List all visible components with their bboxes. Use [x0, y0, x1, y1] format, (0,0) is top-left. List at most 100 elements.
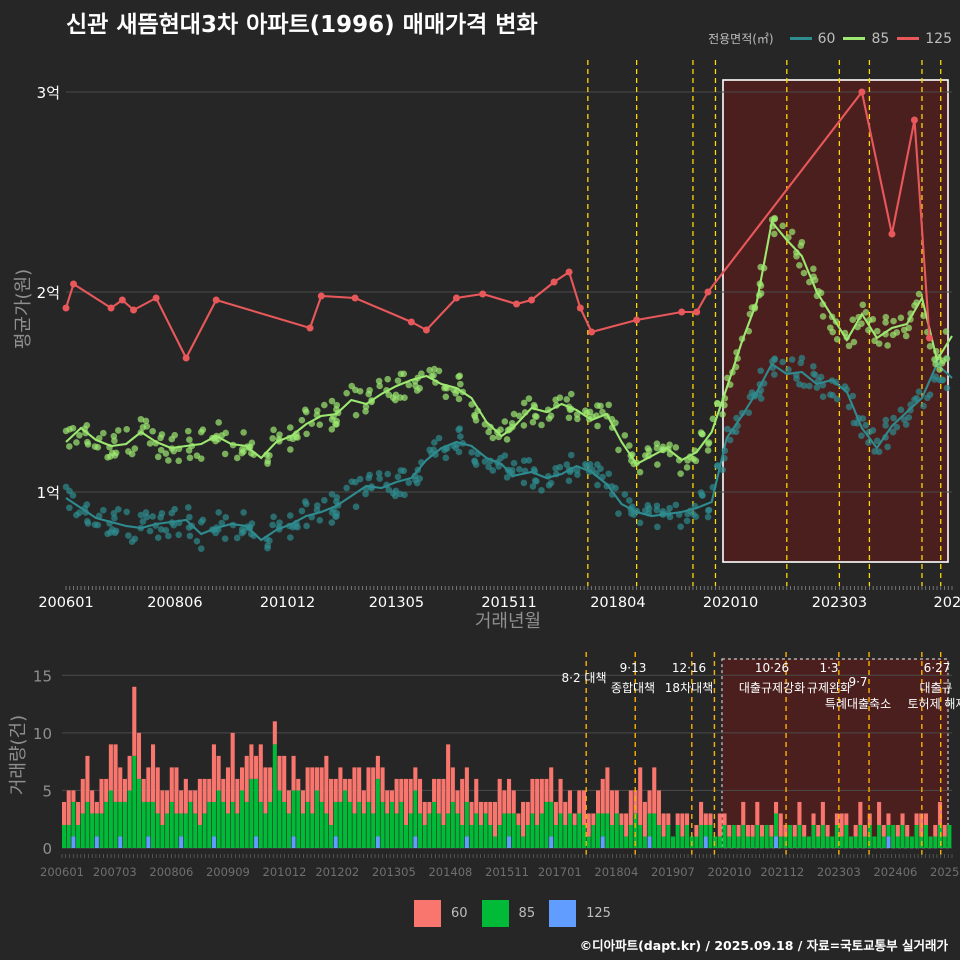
- legend-bottom-item-85: 85: [481, 900, 535, 927]
- volume-bar-85: [183, 813, 188, 848]
- scatter-point: [810, 363, 817, 370]
- volume-bar-85: [169, 801, 174, 848]
- scatter-point: [316, 517, 324, 524]
- scatter-point: [510, 459, 518, 467]
- volume-bar-60: [933, 824, 938, 837]
- volume-bar-60: [666, 813, 671, 825]
- volume-bar-60: [652, 767, 657, 814]
- scatter-point: [533, 478, 540, 485]
- volume-bar-60: [66, 790, 71, 825]
- scatter-point: [197, 455, 205, 462]
- scatter-point: [902, 332, 910, 340]
- volume-bar-85: [731, 824, 736, 848]
- volume-bar-85: [656, 824, 661, 848]
- volume-bar-85: [235, 813, 240, 848]
- volume-bar-85: [549, 801, 554, 837]
- series-point-125: [565, 268, 573, 276]
- scatter-point: [788, 228, 796, 236]
- scatter-point: [625, 442, 633, 449]
- volume-bar-85: [174, 813, 179, 848]
- scatter-point: [248, 439, 256, 447]
- volume-bar-60: [535, 778, 540, 825]
- volume-bar-85: [310, 813, 315, 848]
- volume-bar-60: [877, 801, 882, 825]
- scatter-point: [525, 395, 533, 402]
- volume-bar-60: [530, 778, 535, 814]
- volume-x-tick-label: 201907: [651, 865, 695, 879]
- page-title: 신관 새뜸현대3차 아파트(1996) 매매가격 변화: [66, 12, 538, 38]
- volume-bar-85: [638, 824, 643, 848]
- scatter-point: [501, 452, 509, 459]
- volume-bar-60: [886, 813, 891, 825]
- volume-bar-125: [94, 836, 99, 848]
- scatter-point: [568, 390, 575, 398]
- volume-bar-60: [614, 790, 619, 814]
- scatter-point: [672, 444, 680, 451]
- scatter-point: [653, 440, 661, 447]
- scatter-point: [850, 419, 858, 427]
- x-tick-label: 201305: [369, 595, 424, 611]
- scatter-point: [719, 466, 726, 474]
- legend-bottom-item-125: 125: [549, 900, 611, 927]
- volume-bar-85: [788, 824, 793, 848]
- scatter-point: [757, 395, 765, 402]
- policy-annotation-date: 9·13: [620, 661, 647, 675]
- volume-bar-60: [324, 755, 329, 814]
- volume-bar-85: [179, 813, 184, 837]
- volume-bar-60: [905, 824, 910, 837]
- scatter-point: [529, 483, 537, 490]
- volume-bar-85: [881, 836, 886, 848]
- volume-bar-60: [422, 801, 427, 825]
- scatter-point: [547, 412, 555, 420]
- volume-bar-60: [188, 790, 193, 802]
- volume-x-tick-label: 201511: [485, 865, 529, 879]
- scatter-point: [530, 401, 538, 409]
- scatter-point: [672, 501, 680, 509]
- volume-bar-85: [923, 824, 928, 848]
- volume-bar-60: [99, 778, 104, 814]
- volume-bar-85: [844, 824, 849, 848]
- volume-bar-60: [610, 790, 615, 825]
- series-point-125: [452, 294, 460, 302]
- volume-bar-60: [572, 813, 577, 825]
- scatter-point: [457, 433, 464, 440]
- volume-bar-85: [118, 801, 123, 837]
- scatter-point: [365, 390, 373, 398]
- scatter-point: [375, 469, 383, 477]
- scatter-point: [704, 513, 712, 521]
- scatter-point: [154, 453, 162, 461]
- scatter-point: [924, 394, 931, 402]
- scatter-point: [137, 415, 145, 423]
- scatter-point: [125, 448, 132, 455]
- volume-bar-60: [76, 801, 81, 825]
- x-tick-label: 200601: [38, 595, 93, 611]
- volume-bar-85: [324, 813, 329, 848]
- volume-bar-60: [497, 778, 502, 825]
- volume-bar-85: [553, 824, 558, 848]
- volume-x-tick-label: 200601: [40, 865, 84, 879]
- volume-bar-60: [291, 755, 296, 791]
- volume-bar-85: [450, 801, 455, 848]
- volume-bar-85: [947, 824, 952, 848]
- volume-bar-85: [108, 790, 113, 848]
- legend-top: 전용면적(㎡) 60 85 125: [708, 30, 952, 47]
- scatter-point: [328, 519, 336, 526]
- volume-bar-60: [755, 801, 760, 825]
- scatter-point: [915, 290, 923, 298]
- price-chart: 1억 2억 3억 200601 200806 201012 201305 201511 2018…: [37, 60, 960, 632]
- scatter-point: [123, 426, 131, 433]
- scatter-point: [384, 375, 392, 383]
- scatter-point: [222, 514, 230, 521]
- volume-bar-60: [825, 824, 830, 837]
- volume-bar-60: [492, 801, 498, 837]
- volume-bar-85: [71, 801, 76, 837]
- price-y-axis-title: 평균가(원): [13, 268, 34, 350]
- volume-bar-60: [675, 813, 680, 825]
- scatter-point: [915, 388, 923, 396]
- volume-bar-60: [375, 755, 380, 779]
- volume-bar-60: [127, 755, 132, 791]
- scatter-point: [287, 534, 294, 541]
- volume-bar-85: [329, 824, 334, 848]
- volume-bar-60: [455, 790, 460, 814]
- volume-bar-60: [216, 755, 221, 791]
